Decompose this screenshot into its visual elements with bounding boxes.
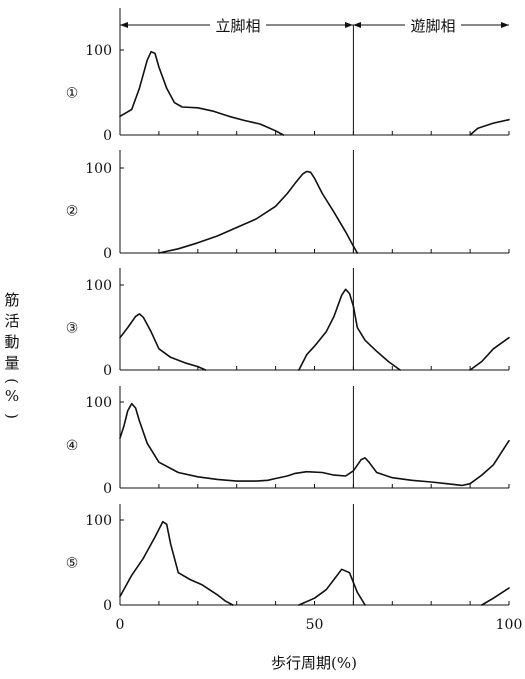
y-tick-label: 100 — [85, 395, 112, 411]
panel-5: 0 100 ⑤ — [66, 504, 510, 614]
phase-label-bg-stance — [210, 15, 266, 35]
arrowhead-swing-left — [353, 22, 361, 28]
series-line-5-2 — [298, 568, 366, 606]
phase-label-stance: 立脚相 — [215, 17, 260, 35]
panel-label: ③ — [66, 321, 79, 337]
phase-label-bg-swing — [405, 15, 461, 35]
y-title-char-4: ( — [3, 378, 21, 384]
y-title-char-0: 筋 — [4, 291, 19, 309]
x-axis-title: 歩行周期(%) — [271, 654, 357, 672]
series-line-3-2 — [298, 288, 401, 371]
y-tick-label: 100 — [85, 278, 112, 294]
x-tick-label-1: 50 — [306, 617, 324, 633]
series-line-3-1 — [119, 313, 207, 371]
series-line-2-1 — [158, 170, 359, 254]
y-tick-label: 0 — [103, 363, 112, 379]
series-line-1-2 — [469, 118, 510, 136]
panel-2: 0 100 ② — [66, 150, 510, 262]
x-axis: 0 50 100 歩行周期(%) — [116, 617, 523, 672]
y-title-char-2: 動 — [4, 333, 19, 351]
phase-header: 立脚相 遊脚相 — [120, 15, 509, 35]
y-tick-label: 100 — [85, 513, 112, 529]
panels: 0 100 ① 0 100 ② 0 100 ③ 0 100 ④ 0 100 ⑤ — [66, 8, 510, 614]
panel-label: ① — [66, 86, 79, 102]
y-title-char-1: 活 — [4, 312, 19, 330]
y-tick-label: 0 — [103, 598, 112, 614]
panel-1: 0 100 ① — [66, 8, 510, 144]
panel-3: 0 100 ③ — [66, 268, 510, 379]
y-tick-label: 100 — [85, 161, 112, 177]
panel-label: ② — [66, 204, 79, 220]
phase-label-swing: 遊脚相 — [410, 17, 455, 35]
series-line-4-1 — [119, 402, 510, 487]
arrowhead-left — [120, 22, 128, 28]
x-tick-label-0: 0 — [116, 617, 125, 633]
y-title-char-6: ) — [3, 413, 21, 419]
panel-label: ④ — [66, 438, 79, 454]
y-tick-label: 100 — [85, 43, 112, 59]
panel-4: 0 100 ④ — [66, 386, 510, 497]
y-tick-label: 0 — [103, 481, 112, 497]
panel-label: ⑤ — [66, 556, 79, 572]
series-line-5-1 — [119, 520, 234, 606]
series-line-1-1 — [119, 50, 285, 136]
arrowhead-stance-right — [345, 22, 353, 28]
y-axis-title: 筋 活 動 量 ( % ) — [3, 291, 21, 419]
y-tick-label: 0 — [103, 246, 112, 262]
y-tick-label: 0 — [103, 128, 112, 144]
y-title-char-5: % — [5, 387, 19, 405]
arrowhead-right — [501, 22, 509, 28]
series-line-5-3 — [481, 587, 510, 606]
x-tick-label-2: 100 — [496, 617, 523, 633]
y-title-char-3: 量 — [4, 354, 19, 372]
series-line-3-3 — [469, 336, 510, 371]
